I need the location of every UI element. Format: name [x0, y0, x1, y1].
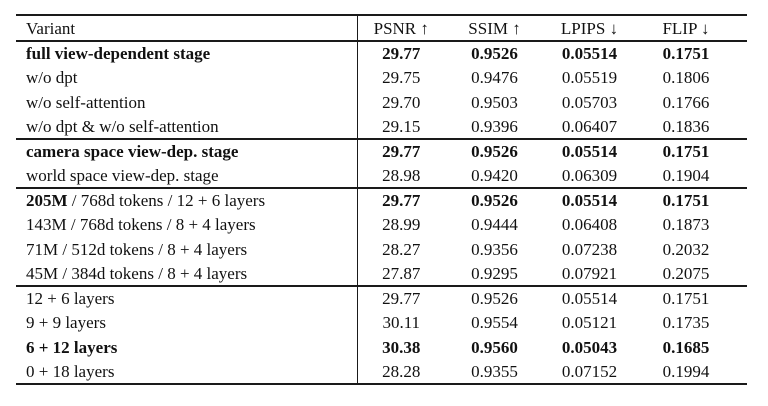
- cell-variant: world space view-dep. stage: [26, 165, 219, 185]
- cell-ssim: 0.9356: [471, 239, 518, 259]
- cell-flip: 0.1836: [662, 116, 710, 136]
- cell-psnr: 29.77: [356, 138, 445, 164]
- cell-ssim: 0.9554: [471, 313, 518, 333]
- cell-psnr: 28.98: [356, 163, 445, 188]
- column-header-ssim: SSIM ↑: [445, 15, 544, 42]
- cell-lpips: 0.05121: [561, 313, 618, 333]
- cell-lpips: 0.07152: [561, 361, 618, 381]
- cell-ssim: 0.9420: [471, 165, 518, 185]
- cell-psnr: 28.99: [356, 212, 445, 237]
- cell-lpips: 0.07921: [561, 263, 618, 283]
- column-header-flip: FLIP ↓: [635, 15, 747, 42]
- cell-flip: 0.1751: [635, 138, 747, 164]
- table-row: 143M / 768d tokens / 8 + 4 layers 28.99 …: [16, 212, 747, 237]
- cell-variant: 71M / 512d tokens / 8 + 4 layers: [26, 239, 248, 259]
- table-row: full view-dependent stage 29.77 0.9526 0…: [16, 41, 747, 66]
- variant-bold-part: 205M: [26, 191, 68, 211]
- cell-variant: 0 + 18 layers: [26, 361, 115, 381]
- cell-flip: 0.1735: [662, 313, 710, 333]
- table-row: w/o dpt 29.75 0.9476 0.05519 0.1806: [16, 65, 747, 90]
- cell-variant: 205M / 768d tokens / 12 + 6 layers: [16, 187, 357, 213]
- table-row: 205M / 768d tokens / 12 + 6 layers 29.77…: [16, 187, 747, 213]
- cell-ssim: 0.9444: [471, 215, 518, 235]
- cell-ssim: 0.9560: [471, 337, 518, 357]
- table-row: 9 + 9 layers 30.11 0.9554 0.05121 0.1735: [16, 310, 747, 335]
- cell-flip: 0.1685: [662, 337, 710, 357]
- cell-lpips: 0.05514: [544, 138, 635, 164]
- cell-variant: 143M / 768d tokens / 8 + 4 layers: [26, 215, 256, 235]
- cell-psnr: 28.28: [356, 359, 445, 384]
- table-row: 71M / 512d tokens / 8 + 4 layers 28.27 0…: [16, 237, 747, 262]
- cell-variant: w/o dpt & w/o self-attention: [26, 116, 219, 136]
- cell-lpips: 0.06309: [561, 165, 618, 185]
- column-header-variant: Variant: [16, 15, 357, 42]
- cell-variant: 45M / 384d tokens / 8 + 4 layers: [26, 263, 248, 283]
- cell-variant: w/o self-attention: [26, 92, 146, 112]
- cell-psnr: 29.75: [356, 65, 445, 90]
- cell-psnr: 29.77: [356, 187, 445, 213]
- cell-psnr: 29.15: [356, 114, 445, 139]
- cell-ssim: 0.9503: [471, 92, 518, 112]
- cell-variant: camera space view-dep. stage: [16, 138, 357, 164]
- cell-psnr: 29.70: [356, 90, 445, 115]
- cell-variant: 9 + 9 layers: [26, 313, 106, 333]
- cell-ssim: 0.9355: [471, 361, 518, 381]
- cell-variant: 12 + 6 layers: [16, 285, 357, 311]
- cell-psnr: 29.77: [356, 285, 445, 311]
- ablation-results-table: Variant PSNR ↑ SSIM ↑ LPIPS ↓ FLIP ↓ ful…: [16, 14, 747, 385]
- column-header-psnr: PSNR ↑: [356, 15, 445, 42]
- column-header-lpips: LPIPS ↓: [544, 15, 635, 42]
- cell-flip: 0.2075: [662, 263, 710, 283]
- cell-flip: 0.1751: [635, 285, 747, 311]
- cell-psnr: 28.27: [356, 237, 445, 262]
- table-row: w/o dpt & w/o self-attention 29.15 0.939…: [16, 114, 747, 139]
- cell-flip: 0.1806: [662, 68, 710, 88]
- cell-lpips: 0.05514: [544, 187, 635, 213]
- cell-ssim: 0.9526: [445, 285, 544, 311]
- variant-rest-part: / 768d tokens / 12 + 6 layers: [67, 191, 266, 211]
- cell-ssim: 0.9526: [445, 138, 544, 164]
- cell-psnr: 27.87: [356, 261, 445, 286]
- table-row: w/o self-attention 29.70 0.9503 0.05703 …: [16, 90, 747, 115]
- table-row: camera space view-dep. stage 29.77 0.952…: [16, 138, 747, 164]
- cell-variant: w/o dpt: [26, 68, 78, 88]
- cell-flip: 0.1751: [662, 44, 710, 64]
- cell-ssim: 0.9476: [471, 68, 518, 88]
- table-row: 0 + 18 layers 28.28 0.9355 0.07152 0.199…: [16, 359, 747, 384]
- cell-lpips: 0.05703: [561, 92, 618, 112]
- cell-ssim: 0.9396: [471, 116, 518, 136]
- cell-flip: 0.1904: [662, 165, 710, 185]
- cell-variant: 6 + 12 layers: [26, 337, 118, 357]
- cell-flip: 0.1766: [662, 92, 710, 112]
- cell-flip: 0.1994: [662, 361, 710, 381]
- cell-ssim: 0.9295: [471, 263, 518, 283]
- cell-lpips: 0.05043: [561, 337, 618, 357]
- cell-flip: 0.1873: [662, 215, 710, 235]
- cell-flip: 0.1751: [635, 187, 747, 213]
- cell-lpips: 0.06408: [561, 215, 618, 235]
- cell-psnr: 30.11: [356, 310, 445, 335]
- cell-lpips: 0.05514: [544, 285, 635, 311]
- cell-ssim: 0.9526: [471, 44, 518, 64]
- cell-lpips: 0.05514: [561, 44, 618, 64]
- cell-lpips: 0.05519: [561, 68, 618, 88]
- table-row: 6 + 12 layers 30.38 0.9560 0.05043 0.168…: [16, 335, 747, 360]
- cell-flip: 0.2032: [662, 239, 710, 259]
- cell-ssim: 0.9526: [445, 187, 544, 213]
- cell-lpips: 0.06407: [561, 116, 618, 136]
- cell-lpips: 0.07238: [561, 239, 618, 259]
- table-row: world space view-dep. stage 28.98 0.9420…: [16, 163, 747, 188]
- table-row: 12 + 6 layers 29.77 0.9526 0.05514 0.175…: [16, 285, 747, 311]
- table-row: 45M / 384d tokens / 8 + 4 layers 27.87 0…: [16, 261, 747, 286]
- cell-psnr: 30.38: [356, 335, 445, 360]
- table-header-row: Variant PSNR ↑ SSIM ↑ LPIPS ↓ FLIP ↓: [16, 15, 747, 42]
- cell-variant: full view-dependent stage: [26, 44, 211, 64]
- cell-psnr: 29.77: [356, 41, 445, 66]
